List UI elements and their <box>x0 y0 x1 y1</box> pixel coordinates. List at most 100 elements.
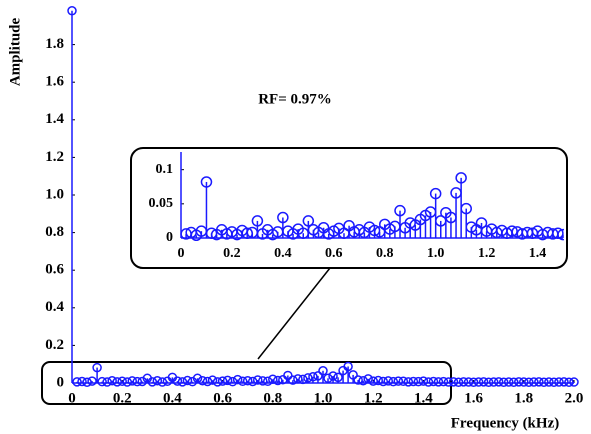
stem-marker <box>273 375 283 386</box>
stem-marker <box>378 376 388 387</box>
stem-marker <box>358 375 368 386</box>
stem-marker <box>152 375 163 386</box>
stem-marker <box>177 377 188 387</box>
stem-marker <box>460 202 472 215</box>
stems <box>67 6 579 387</box>
x-tick-label: 1.8 <box>514 390 533 406</box>
stem-marker <box>413 376 424 387</box>
stem-marker <box>509 377 519 387</box>
stem-marker <box>498 377 509 387</box>
y-tick-label: 1.0 <box>45 186 64 202</box>
stem-marker <box>112 377 122 387</box>
stem-marker <box>107 375 117 386</box>
stem-marker <box>524 377 534 387</box>
stem-marker <box>258 376 268 386</box>
stem-marker <box>302 215 315 227</box>
x-tick-label: 1.2 <box>478 246 496 261</box>
y-tick-label: 0.1 <box>156 162 174 177</box>
stem-marker <box>242 375 253 386</box>
stem-marker <box>232 374 243 385</box>
stem-marker <box>438 376 449 387</box>
stem-marker <box>463 377 474 387</box>
x-tick-label: 0.8 <box>263 390 282 406</box>
stem-marker <box>393 376 404 386</box>
stem-marker <box>343 361 353 372</box>
x-tick-label: 0 <box>178 246 185 261</box>
stem-marker <box>493 377 504 387</box>
x-tick-label: 0.2 <box>223 246 241 261</box>
stem-marker <box>251 215 264 227</box>
stem-marker <box>455 172 467 184</box>
stem-marker <box>192 373 203 384</box>
y-tick-label: 0.6 <box>45 262 64 278</box>
stem-marker <box>383 376 394 386</box>
x-tick-label: 0.4 <box>163 390 182 406</box>
stem-marker <box>458 377 469 387</box>
stem-marker <box>263 376 273 387</box>
stem-marker <box>237 376 248 387</box>
stem-marker <box>202 376 213 387</box>
y-tick-label: 1.6 <box>45 74 64 90</box>
x-tick-label: 0.6 <box>325 246 343 261</box>
stem-marker <box>408 376 419 387</box>
x-tick-label: 2.0 <box>565 390 584 406</box>
stem-marker <box>147 377 158 387</box>
stem-marker <box>353 375 363 385</box>
stem-marker <box>277 211 289 224</box>
y-tick-label: 1.8 <box>45 36 64 52</box>
stem-marker <box>227 376 238 387</box>
zoom-connector <box>257 267 331 360</box>
stem-marker <box>564 377 574 387</box>
stem-marker <box>423 377 434 387</box>
inset-frame <box>130 147 568 269</box>
x-tick-label: 1.0 <box>427 246 445 261</box>
stem-marker <box>519 377 529 387</box>
x-tick-label: 1.4 <box>414 390 433 406</box>
stem-marker <box>298 374 308 385</box>
stem-marker <box>303 373 313 383</box>
stem-marker <box>333 372 343 383</box>
stem-marker <box>373 375 383 386</box>
annotation: RF= 0.97% <box>258 91 332 107</box>
x-tick-label: 1.2 <box>364 390 383 406</box>
stem-marker <box>388 376 399 387</box>
stem-marker <box>72 377 82 387</box>
stem-marker <box>398 376 409 387</box>
stem-marker <box>428 376 439 387</box>
x-tick-label: 1.4 <box>529 246 547 261</box>
y-tick-label: 1.4 <box>45 111 64 127</box>
stem-marker <box>552 227 564 239</box>
stem-marker <box>288 375 298 385</box>
stem-marker <box>506 225 518 237</box>
stem-marker <box>418 376 429 386</box>
stem-marker <box>117 376 127 387</box>
stem-marker <box>200 176 213 188</box>
stem-marker <box>368 376 378 386</box>
stem-marker <box>102 377 112 387</box>
stem-marker <box>205 227 218 239</box>
stem-marker <box>308 372 318 382</box>
main-plot: 0 0.2 0.4 0.6 0.8 1.0 1.2 1.4 1.6 1.8 0 0.2 0.4 0.6 0.… <box>45 6 584 406</box>
stem-marker <box>97 376 107 387</box>
stem-marker <box>534 377 544 387</box>
stem-marker <box>554 377 564 387</box>
stem-marker <box>82 377 92 387</box>
stem-marker <box>363 374 373 384</box>
stem-marker <box>404 217 416 229</box>
stem-marker <box>348 370 358 380</box>
stem-marker <box>529 377 539 387</box>
stem-marker <box>293 374 303 384</box>
stems <box>180 152 564 242</box>
stem-marker <box>67 6 77 16</box>
stem-marker <box>87 376 97 386</box>
x-tick-label: 1.0 <box>314 390 333 406</box>
stem-marker <box>514 377 524 387</box>
stem-marker <box>473 377 484 387</box>
stem-marker <box>92 362 102 373</box>
y-tick-label: 0.05 <box>149 196 174 211</box>
x-tick-label: 0 <box>68 390 76 406</box>
stem-marker <box>212 377 223 387</box>
y-tick-label: 0 <box>57 374 65 390</box>
stem-marker <box>207 375 218 385</box>
